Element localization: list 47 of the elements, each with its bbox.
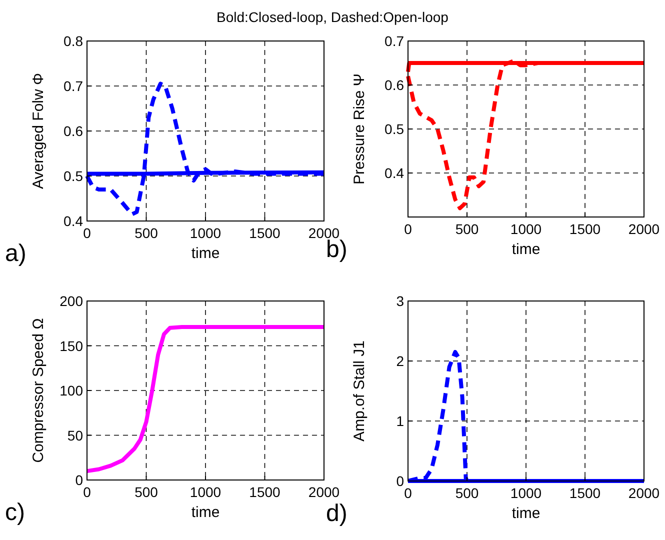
y-tick-label: 50	[67, 427, 84, 444]
y-tick-label: 0.6	[384, 77, 404, 93]
x-tick-label: 2000	[308, 484, 340, 500]
y-tick-label: 0.7	[64, 78, 84, 94]
x-tick-label: 500	[455, 221, 479, 237]
x-axis-title: time	[191, 245, 220, 262]
y-tick-label: 2	[396, 353, 404, 369]
y-tick-label: 200	[60, 293, 84, 309]
chart-title: Bold:Closed-loop, Dashed:Open-loop	[216, 9, 449, 25]
x-tick-label: 1500	[569, 485, 601, 501]
line-series	[85, 324, 326, 474]
y-tick-label: 0.5	[64, 168, 84, 184]
y-tick-label: 0.7	[384, 33, 404, 49]
x-tick-label: 500	[134, 484, 158, 500]
y-tick-label: 1	[396, 413, 404, 429]
y-tick-label: 0	[396, 473, 404, 489]
x-axis-title: time	[191, 504, 220, 521]
x-axis-title: time	[512, 241, 540, 258]
text: a)	[5, 240, 26, 267]
x-tick-label: 500	[455, 485, 479, 501]
x-tick-label: 1500	[249, 225, 281, 241]
x-tick-label: 2000	[628, 221, 660, 237]
x-tick-label: 1500	[249, 484, 281, 500]
x-tick-label: 2000	[628, 485, 660, 501]
x-axis-title: time	[512, 505, 540, 522]
text: d)	[326, 500, 348, 527]
y-tick-label: 100	[60, 382, 84, 398]
y-axis-title: Compressor Speed Ω	[30, 318, 47, 463]
y-tick-label: 0.8	[64, 33, 84, 49]
x-tick-label: 1000	[190, 484, 222, 500]
text: c)	[5, 499, 25, 526]
y-tick-label: 0.4	[384, 165, 404, 181]
y-tick-label: 0.5	[384, 121, 404, 137]
y-tick-label: 0	[75, 472, 84, 488]
x-tick-label: 1500	[569, 221, 601, 237]
x-tick-label: 1000	[510, 485, 542, 501]
x-tick-label: 2000	[308, 225, 340, 241]
y-tick-label: 150	[60, 338, 84, 354]
x-tick-label: 1000	[190, 225, 222, 241]
y-tick-label: 0.4	[64, 213, 84, 229]
y-axis-title: Pressure Rise Ψ	[351, 74, 368, 184]
y-axis-title: Amp.of Stall J1	[351, 340, 368, 442]
x-tick-label: 500	[134, 225, 158, 241]
y-axis-title: Averaged Folw Φ	[30, 73, 47, 189]
y-tick-label: 3	[396, 293, 404, 309]
x-tick-label: 1000	[510, 221, 542, 237]
y-tick-label: 0.6	[64, 123, 84, 139]
